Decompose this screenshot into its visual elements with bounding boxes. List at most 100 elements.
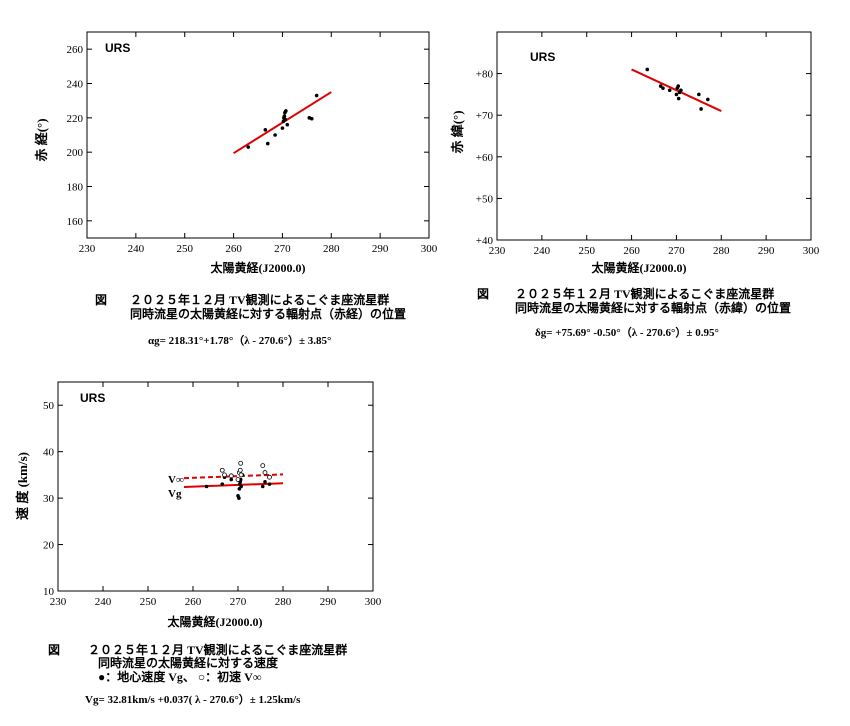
velocity-caption-line1: ２０２５年１２月 TV観測によるこぐま座流星群 (88, 642, 347, 657)
vinf-data-point (222, 472, 227, 478)
ra-x-tick-label: 290 (372, 243, 389, 255)
vg-data-point (229, 477, 234, 482)
dec-data-point (676, 96, 681, 101)
velocity-x-tick-label: 230 (50, 596, 67, 608)
vg-data-point (220, 482, 225, 486)
vg-data-point (237, 496, 241, 500)
velocity-y-tick-label: 30 (43, 493, 55, 505)
ra-data-point (314, 93, 319, 98)
ra-data-point (285, 122, 290, 127)
velocity-x-tick-label: 290 (320, 596, 337, 608)
dec-x-axis-label: 太陽黄経(J2000.0) (592, 260, 687, 275)
dec-x-tick-label: 300 (803, 245, 820, 257)
vinf-data-point (237, 467, 243, 473)
ra-caption-line2: 同時流星の太陽黄経に対する輻射点（赤経）の位置 (130, 306, 406, 321)
velocity-panel-tag: URS (80, 391, 105, 405)
velocity-x-tick-label: 260 (185, 596, 202, 608)
dec-x-tick-label: 230 (489, 245, 506, 257)
velocity-x-tick-label: 240 (95, 596, 112, 608)
dec-y-tick-label: +80 (476, 69, 494, 81)
dec-data-point (679, 88, 683, 93)
vinf-data-point (267, 474, 272, 480)
ra-data-point (246, 145, 251, 149)
velocity-fit-formula: Vg= 32.81km/s +0.037( λ - 270.6°）± 1.25k… (85, 693, 301, 706)
ra-y-tick-label: 200 (67, 147, 84, 159)
velocity-caption: 図 ２０２５年１２月 TV観測によるこぐま座流星群 同時流星の太陽黄経に対する速… (48, 642, 347, 706)
dec-x-tick-label: 260 (623, 245, 640, 257)
ra-x-tick-label: 260 (225, 243, 242, 255)
dec-x-tick-label: 250 (578, 245, 595, 257)
velocity-y-tick-label: 20 (43, 540, 55, 552)
dec-chart: URS 赤 緯(°) 太陽黄経(J2000.0) 230 240 250 260 270… (450, 31, 820, 275)
ra-x-tick-label: 230 (79, 243, 96, 255)
ra-y-tick-label: 240 (67, 79, 84, 91)
vg-data-point (263, 480, 267, 484)
ra-y-tick-label: 160 (67, 216, 84, 228)
dec-caption-line2: 同時流星の太陽黄経に対する輻射点（赤緯）の位置 (515, 300, 791, 315)
ra-data-point (263, 128, 268, 132)
vinf-data-point (219, 467, 225, 473)
dec-fit-formula: δg= +75.69° -0.50°（λ - 270.6°）± 0.95° (535, 326, 719, 339)
ra-panel-tag: URS (105, 41, 130, 55)
dec-data-point (676, 84, 681, 88)
vinf-data-point (228, 473, 234, 479)
ra-data-point (284, 109, 288, 113)
velocity-x-axis-label: 太陽黄経(J2000.0) (168, 614, 263, 629)
dec-x-tick-label: 270 (668, 245, 685, 257)
ra-caption: 図 ２０２５年１２月 TV観測によるこぐま座流星群 同時流星の太陽黄経に対する輻… (95, 292, 406, 347)
dec-caption: 図 ２０２５年１２月 TV観測によるこぐま座流星群 同時流星の太陽黄経に対する輻… (477, 286, 791, 339)
ra-chart: URS 赤 経(°) 太陽黄経(J2000.0) 230 240 250 260 270… (34, 31, 438, 275)
ra-x-tick-label: 300 (421, 243, 438, 255)
velocity-y-axis-label: 速 度 (km/s) (15, 452, 30, 520)
velocity-x-tick-label: 250 (140, 596, 157, 608)
velocity-y-tick-label: 50 (43, 400, 55, 412)
ra-fit-formula: αg= 218.31°+1.78°（λ - 270.6°）± 3.85° (148, 334, 331, 347)
ra-caption-figure-label: 図 (95, 293, 107, 307)
dec-data-point (699, 107, 703, 111)
dec-data-point (706, 97, 710, 102)
velocity-x-tick-label: 270 (230, 596, 247, 608)
ra-plot-frame (86, 31, 430, 239)
ra-x-axis-label: 太陽黄経(J2000.0) (211, 260, 306, 275)
velocity-plot-frame (57, 381, 374, 592)
vinf-data-point (238, 472, 244, 478)
vg-data-point (260, 484, 265, 489)
dec-caption-line1: ２０２５年１２月 TV観測によるこぐま座流星群 (515, 286, 774, 301)
vg-data-point (267, 482, 272, 486)
ra-data-point (283, 117, 288, 122)
dec-y-axis-label: 赤 緯(°) (450, 110, 465, 153)
dec-panel-tag: URS (530, 50, 555, 64)
vinf-data-point (262, 470, 268, 475)
vg-data-point (239, 484, 243, 489)
ra-y-axis-label: 赤 経(°) (34, 118, 49, 161)
ra-data-point (273, 133, 277, 137)
ra-data-point (282, 114, 287, 118)
dec-x-tick-label: 240 (534, 245, 551, 257)
velocity-y-tick-label: 10 (43, 586, 55, 598)
dec-data-point (667, 88, 672, 93)
velocity-x-tick-label: 300 (365, 596, 382, 608)
dec-data-point (674, 92, 679, 97)
velocity-legend-line: ●：地心速度 Vg、 ○：初速 V∞ (98, 669, 262, 684)
dec-data-point (697, 92, 701, 97)
vg-data-point (204, 484, 209, 489)
ra-y-tick-label: 220 (67, 113, 84, 125)
vinf-data-point (260, 463, 266, 469)
ra-data-point (265, 141, 270, 146)
vinf-series-label: V∞ (168, 474, 184, 486)
ra-y-tick-label: 180 (67, 182, 84, 194)
dec-caption-figure-label: 図 (477, 287, 489, 301)
ra-x-tick-label: 280 (323, 243, 340, 255)
dec-fit-line (631, 68, 722, 112)
dec-plot-frame (496, 31, 812, 241)
velocity-y-tick-label: 40 (43, 447, 55, 459)
velocity-x-tick-label: 280 (275, 596, 292, 608)
velocity-fit-line (183, 482, 284, 488)
dec-y-tick-label: +50 (476, 193, 494, 205)
ra-x-tick-label: 240 (128, 243, 145, 255)
dec-y-tick-label: +40 (476, 235, 494, 247)
ra-x-tick-label: 250 (176, 243, 193, 255)
velocity-chart: URS 速 度 (km/s) 太陽黄経(J2000.0) V∞ Vg 230 24… (15, 381, 382, 629)
velocity-caption-line2: 同時流星の太陽黄経に対する速度 (98, 655, 279, 670)
